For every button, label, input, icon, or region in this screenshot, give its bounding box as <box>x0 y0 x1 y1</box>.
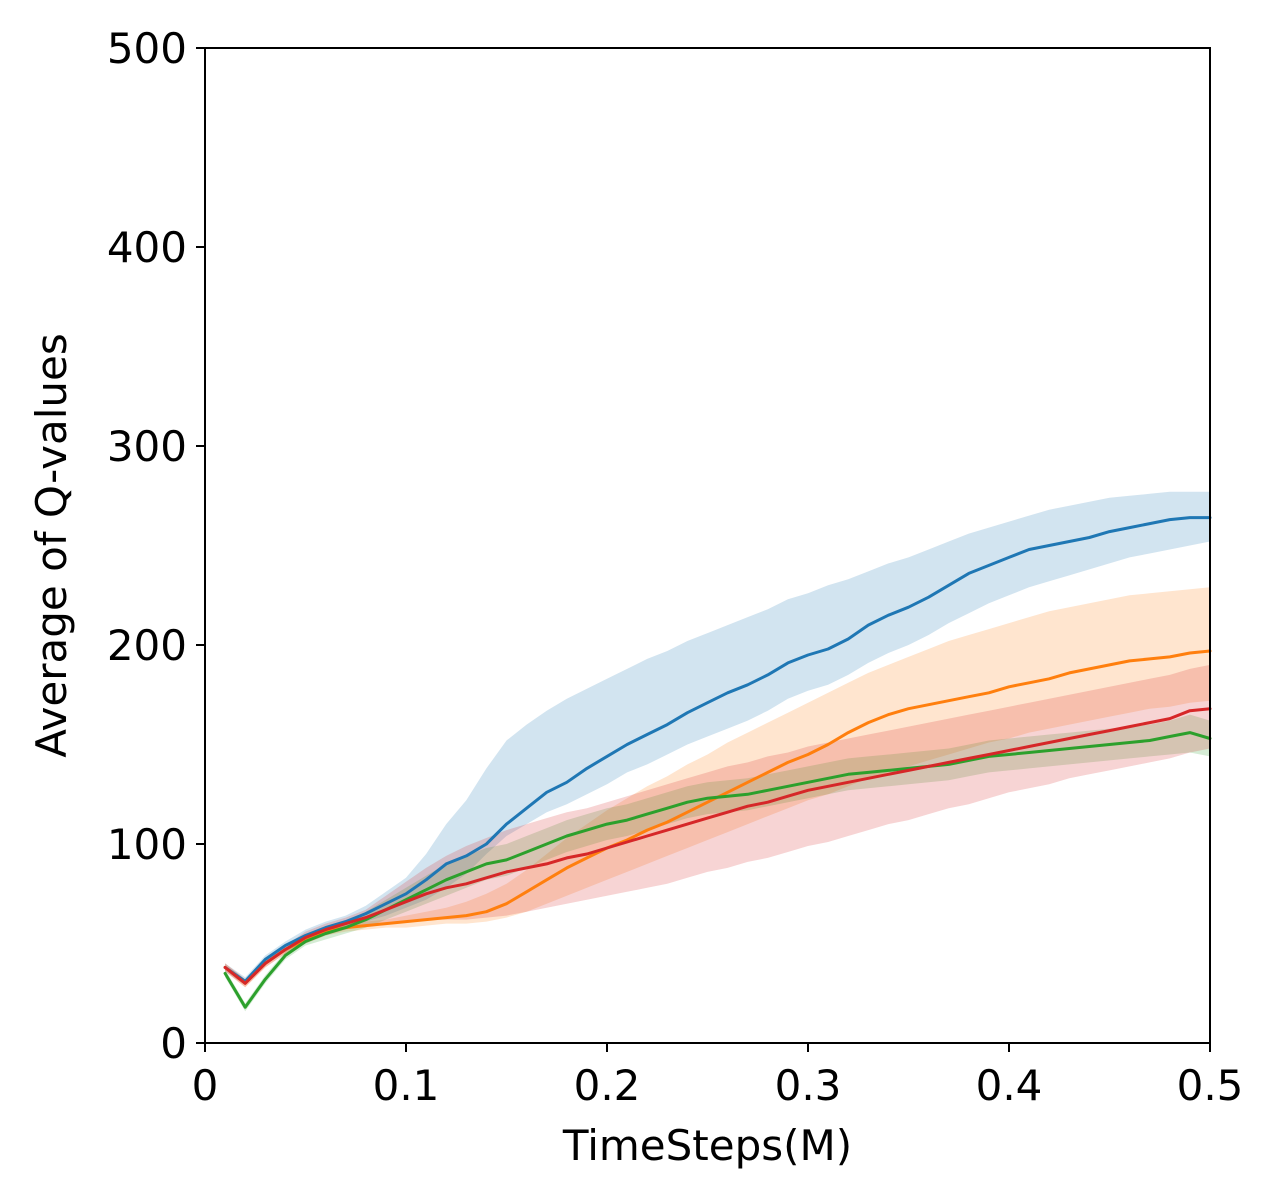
orange-band <box>225 587 1211 988</box>
y-axis-label: Average of Q-values <box>27 333 76 758</box>
x-tick-label: 0.1 <box>373 1061 440 1110</box>
y-tick-label: 200 <box>107 621 187 670</box>
y-tick-label: 300 <box>107 422 187 471</box>
y-tick-label: 500 <box>107 24 187 73</box>
series-lines <box>223 516 1212 1009</box>
y-tick-label: 100 <box>107 820 187 869</box>
blue-series-line <box>223 516 1212 983</box>
x-tick-label: 0 <box>192 1061 219 1110</box>
x-tick-label: 0.4 <box>976 1061 1043 1110</box>
y-axis-ticks: 0 100 200 300 400 500 <box>107 24 205 1068</box>
y-tick-label: 400 <box>107 223 187 272</box>
x-axis-label: TimeSteps(M) <box>562 1121 852 1170</box>
axes-frame <box>204 47 1211 1044</box>
red-series-line <box>223 707 1212 985</box>
y-tick-label: 0 <box>160 1019 187 1068</box>
x-tick-label: 0.2 <box>574 1061 641 1110</box>
red-band <box>225 664 1211 988</box>
x-tick-label: 0.5 <box>1177 1061 1244 1110</box>
x-tick-label: 0.3 <box>775 1061 842 1110</box>
blue-band <box>225 491 1211 986</box>
x-axis-ticks: 0 0.1 0.2 0.3 0.4 0.5 <box>192 1043 1244 1110</box>
